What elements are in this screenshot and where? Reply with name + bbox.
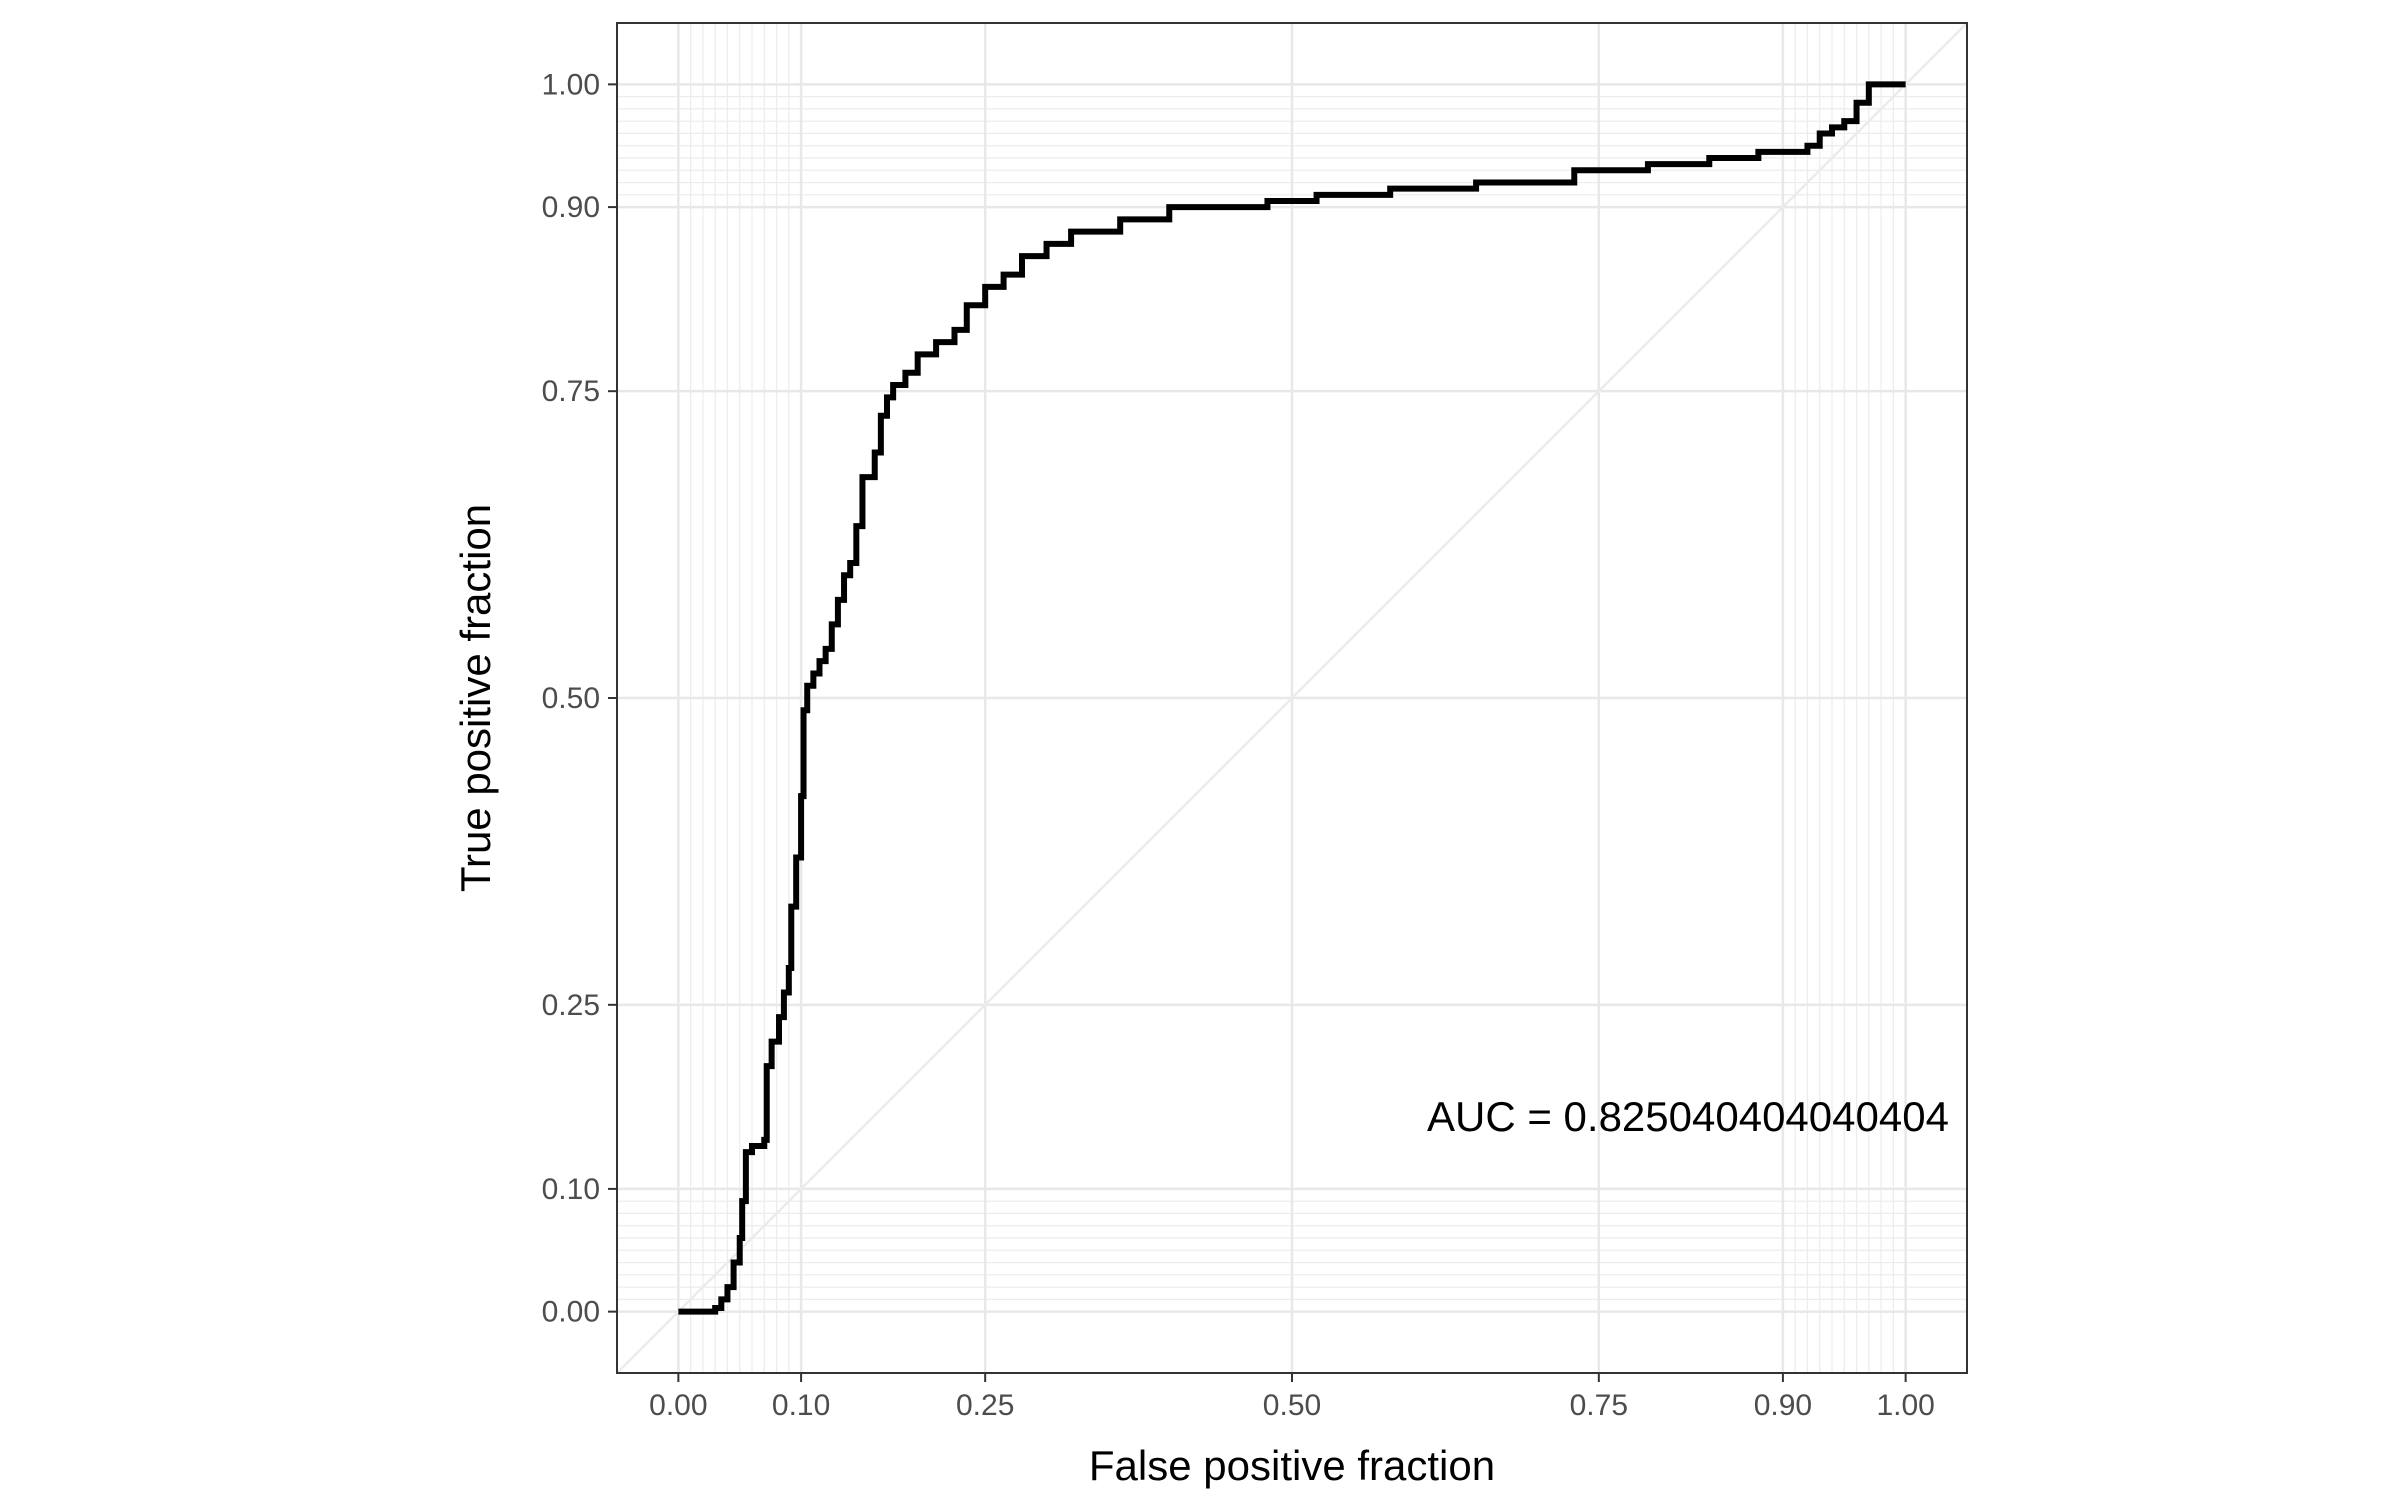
roc-curve [678, 81, 1906, 1315]
y-axis-title: True positive fraction [452, 504, 499, 892]
diagonal-reference-line [616, 22, 1968, 1374]
y-tick-label: 0.90 [542, 191, 600, 224]
y-tick-label: 0.10 [542, 1173, 600, 1206]
y-tick-label: 0.00 [542, 1296, 600, 1329]
grid [617, 23, 1967, 1373]
y-tick-label: 0.25 [542, 989, 600, 1022]
x-tick-label: 0.75 [1570, 1389, 1628, 1422]
y-tick-label: 1.00 [542, 68, 600, 101]
x-tick-label: 0.50 [1263, 1389, 1321, 1422]
reference-diagonal [616, 22, 1968, 1374]
x-tick-label: 1.00 [1876, 1389, 1934, 1422]
x-axis-title: False positive fraction [1089, 1442, 1495, 1489]
auc-annotation: AUC = 0.825040404040404 [1427, 1093, 1949, 1140]
x-tick-label: 0.25 [956, 1389, 1014, 1422]
series-layer [678, 81, 1906, 1315]
x-axis: 0.00 0.10 0.25 0.50 0.75 0.90 1.00 [649, 1373, 1935, 1422]
x-tick-label: 0.90 [1754, 1389, 1812, 1422]
y-axis: 0.00 0.10 0.25 0.50 0.75 0.90 1.00 [542, 68, 617, 1329]
x-tick-label: 0.10 [772, 1389, 830, 1422]
x-tick-label: 0.00 [649, 1389, 707, 1422]
y-tick-label: 0.75 [542, 375, 600, 408]
y-tick-label: 0.50 [542, 682, 600, 715]
